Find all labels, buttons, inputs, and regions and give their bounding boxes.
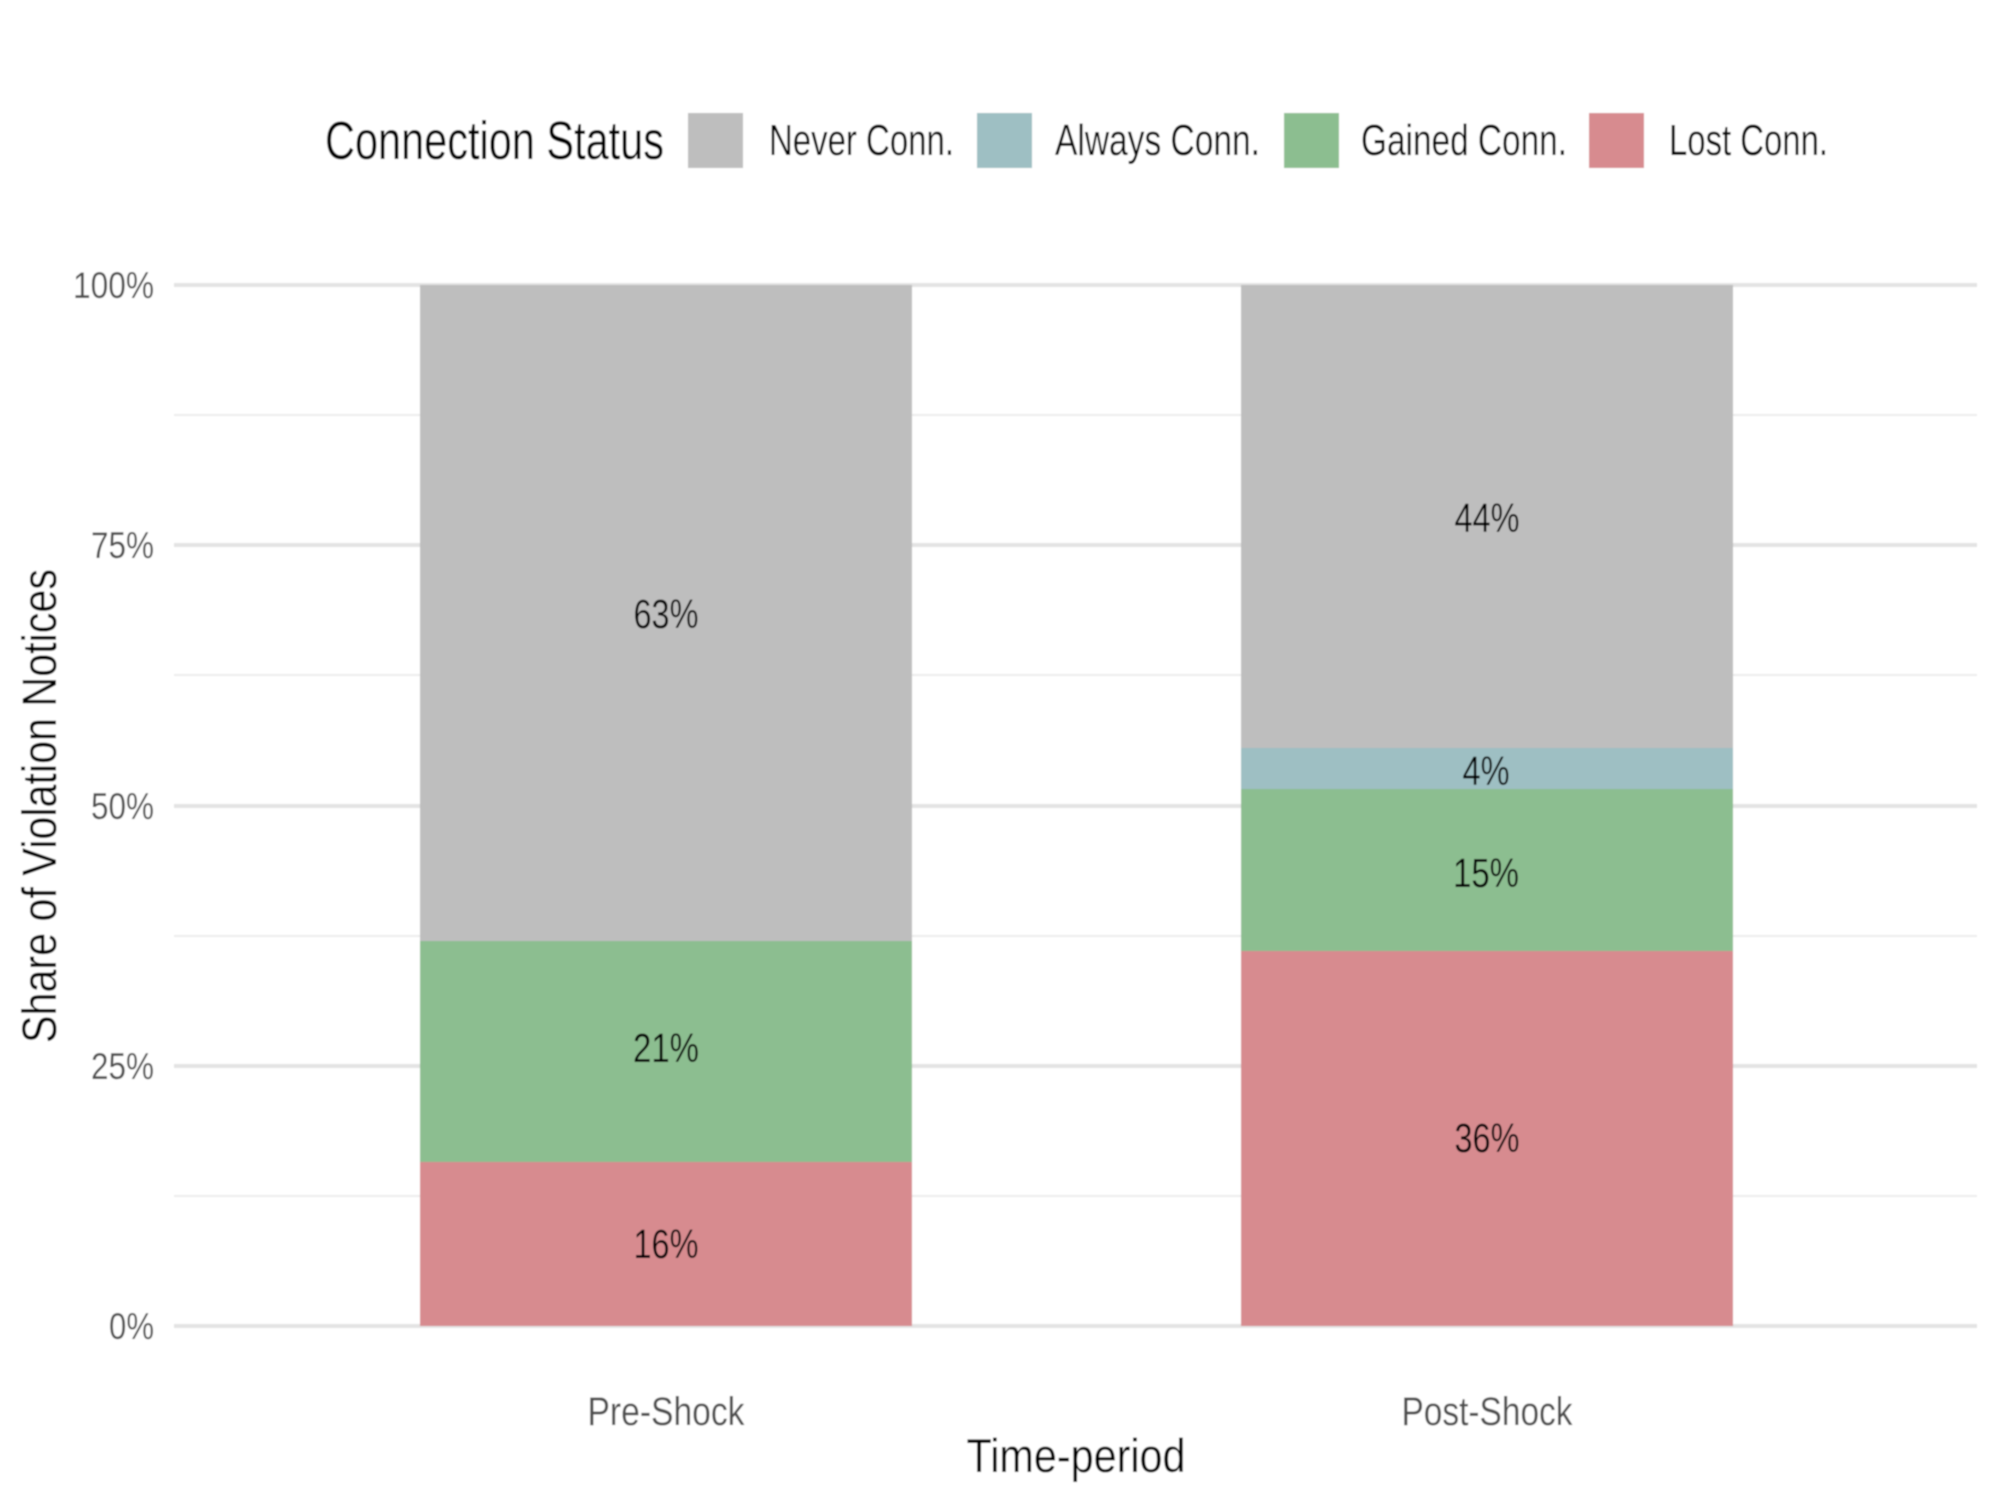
svg-text:100%: 100% <box>73 265 154 306</box>
svg-text:36%: 36% <box>1455 1115 1520 1161</box>
svg-text:Pre-Shock: Pre-Shock <box>588 1390 746 1434</box>
svg-text:63%: 63% <box>634 591 699 637</box>
svg-text:75%: 75% <box>91 525 154 566</box>
svg-text:0%: 0% <box>109 1306 154 1347</box>
svg-text:50%: 50% <box>91 786 154 827</box>
svg-text:15%: 15% <box>1453 850 1519 896</box>
svg-text:Lost Conn.: Lost Conn. <box>1669 116 1828 165</box>
svg-text:Share of Violation Notices: Share of Violation Notices <box>14 569 67 1043</box>
svg-text:Always Conn.: Always Conn. <box>1055 116 1260 165</box>
svg-text:25%: 25% <box>91 1046 154 1087</box>
svg-text:Post-Shock: Post-Shock <box>1402 1390 1574 1434</box>
svg-text:44%: 44% <box>1455 495 1520 541</box>
svg-text:Never Conn.: Never Conn. <box>769 116 954 165</box>
svg-text:Time-period: Time-period <box>967 1429 1186 1482</box>
svg-text:21%: 21% <box>633 1025 699 1071</box>
svg-text:4%: 4% <box>1463 748 1510 794</box>
svg-text:Gained Conn.: Gained Conn. <box>1361 116 1567 165</box>
svg-text:Connection Status: Connection Status <box>325 111 664 171</box>
svg-text:16%: 16% <box>634 1221 699 1267</box>
